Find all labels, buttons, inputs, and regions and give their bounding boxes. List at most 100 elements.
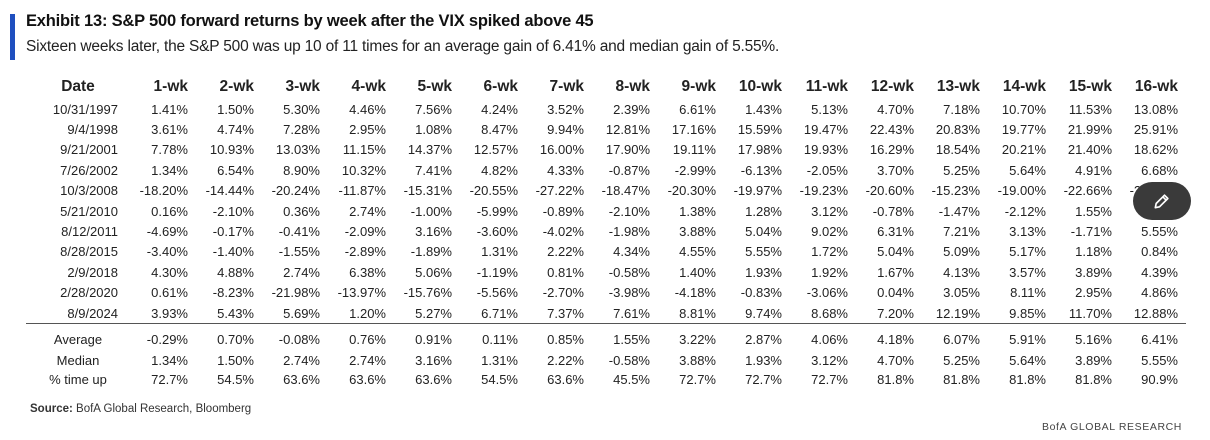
source-label: Source:	[30, 403, 73, 415]
return-cell: -21.98%	[271, 285, 320, 301]
edit-overlay-button[interactable]	[1133, 182, 1191, 220]
table-body: 10/31/1997 1.41% 1.50% 5.30% 4.46% 7.56% 4.24%…	[26, 99, 1186, 389]
summary-value-cell: 3.16%	[415, 352, 452, 368]
column-header-3-wk: 3-wk	[285, 78, 320, 95]
return-cell: -19.00%	[997, 183, 1046, 199]
return-cell: 17.90%	[605, 142, 650, 158]
return-cell: -1.55%	[278, 244, 320, 260]
row-date-cell: 10/31/1997	[52, 101, 118, 117]
return-cell: 15.59%	[737, 122, 782, 138]
return-cell: 4.34%	[613, 244, 650, 260]
return-cell: 2.74%	[349, 203, 386, 219]
return-cell: -15.31%	[403, 183, 452, 199]
column-header-5-wk: 5-wk	[417, 78, 452, 95]
summary-value-cell: 72.7%	[151, 372, 188, 388]
return-cell: 2.22%	[547, 244, 584, 260]
return-cell: -27.22%	[535, 183, 584, 199]
table-row: 2/9/2018 4.30% 4.88% 2.74% 6.38% 5.06% -1.19% 0…	[26, 262, 1186, 282]
return-cell: -4.02%	[542, 224, 584, 240]
column-header-8-wk: 8-wk	[615, 78, 650, 95]
return-cell: 1.31%	[481, 244, 518, 260]
summary-value-cell: -0.29%	[146, 331, 188, 347]
return-cell: 3.93%	[130, 302, 196, 325]
summary-value-cell: 63.6%	[283, 372, 320, 388]
row-date-cell: 2/9/2018	[67, 264, 118, 280]
return-cell: 12.19%	[922, 302, 988, 325]
return-cell: 5.25%	[943, 162, 980, 178]
row-date-cell: 9/4/1998	[67, 122, 118, 138]
return-cell: 0.84%	[1141, 244, 1178, 260]
return-cell: -13.97%	[337, 285, 386, 301]
return-cell: 7.56%	[415, 101, 452, 117]
return-cell: 1.28%	[745, 203, 782, 219]
return-cell: 4.86%	[1141, 285, 1178, 301]
return-cell: -20.24%	[271, 183, 320, 199]
table-row: 9/21/2001 7.78% 10.93% 13.03% 11.15% 14.37% 12…	[26, 140, 1186, 160]
summary-value-cell: 45.5%	[613, 372, 650, 388]
summary-value-cell: 5.91%	[1009, 331, 1046, 347]
return-cell: 4.55%	[679, 244, 716, 260]
return-cell: 1.34%	[151, 162, 188, 178]
summary-value-cell: 54.5%	[481, 372, 518, 388]
return-cell: -1.89%	[410, 244, 452, 260]
return-cell: 10.70%	[1001, 101, 1046, 117]
return-cell: -0.78%	[872, 203, 914, 219]
summary-value-cell: 72.7%	[745, 372, 782, 388]
return-cell: 3.61%	[151, 122, 188, 138]
return-cell: 6.68%	[1141, 162, 1178, 178]
summary-label-cell: % time up	[49, 372, 107, 388]
return-cell: 1.18%	[1075, 244, 1112, 260]
return-cell: 13.08%	[1133, 101, 1178, 117]
return-cell: 20.83%	[935, 122, 980, 138]
row-date-cell: 8/28/2015	[60, 244, 118, 260]
summary-value-cell: 3.89%	[1075, 352, 1112, 368]
return-cell: 0.36%	[283, 203, 320, 219]
row-date-cell: 2/28/2020	[60, 285, 118, 301]
return-cell: 4.24%	[481, 101, 518, 117]
return-cell: 5.64%	[1009, 162, 1046, 178]
return-cell: -20.55%	[469, 183, 518, 199]
return-cell: 6.54%	[217, 162, 254, 178]
return-cell: 6.31%	[877, 224, 914, 240]
return-cell: -15.76%	[403, 285, 452, 301]
return-cell: 4.91%	[1075, 162, 1112, 178]
return-cell: -1.00%	[410, 203, 452, 219]
return-cell: 6.71%	[460, 302, 526, 325]
return-cell: 19.47%	[803, 122, 848, 138]
return-cell: 2.74%	[283, 264, 320, 280]
return-cell: -0.41%	[278, 224, 320, 240]
return-cell: -0.87%	[608, 162, 650, 178]
return-cell: 5.04%	[745, 224, 782, 240]
column-header-16-wk: 16-wk	[1134, 78, 1178, 95]
summary-value-cell: 1.93%	[745, 352, 782, 368]
summary-value-cell: 4.70%	[877, 352, 914, 368]
return-cell: 3.12%	[811, 203, 848, 219]
return-cell: 0.16%	[151, 203, 188, 219]
return-cell: 8.47%	[481, 122, 518, 138]
return-cell: -3.06%	[806, 285, 848, 301]
return-cell: 3.16%	[415, 224, 452, 240]
return-cell: 4.74%	[217, 122, 254, 138]
return-cell: 6.38%	[349, 264, 386, 280]
return-cell: 3.52%	[547, 101, 584, 117]
summary-value-cell: 3.12%	[811, 352, 848, 368]
return-cell: -2.99%	[674, 162, 716, 178]
return-cell: 1.38%	[679, 203, 716, 219]
return-cell: -2.05%	[806, 162, 848, 178]
summary-value-cell: -0.08%	[278, 331, 320, 347]
return-cell: 5.43%	[196, 302, 262, 325]
return-cell: 0.61%	[151, 285, 188, 301]
summary-value-cell: 72.7%	[679, 372, 716, 388]
return-cell: -22.66%	[1063, 183, 1112, 199]
return-cell: -5.99%	[476, 203, 518, 219]
column-header-14-wk: 14-wk	[1002, 78, 1046, 95]
column-header-4-wk: 4-wk	[351, 78, 386, 95]
return-cell: -3.40%	[146, 244, 188, 260]
summary-value-cell: 0.91%	[415, 331, 452, 347]
column-header-12-wk: 12-wk	[870, 78, 914, 95]
returns-table: Date 1-wk 2-wk 3-wk 4-wk 5-wk 6-wk 7-wk 8-wk 9-wk…	[26, 75, 1186, 389]
return-cell: -11.87%	[338, 183, 386, 199]
row-date-cell: 8/9/2024	[26, 302, 130, 325]
return-cell: -2.89%	[344, 244, 386, 260]
summary-value-cell: 81.8%	[1075, 372, 1112, 388]
